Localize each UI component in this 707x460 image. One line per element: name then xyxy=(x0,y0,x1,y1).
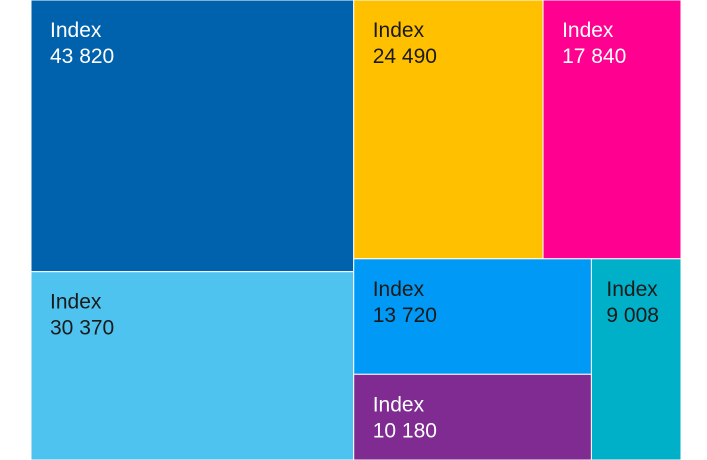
cell-label: Index xyxy=(373,19,425,42)
treemap-cell xyxy=(353,258,592,375)
treemap-cell xyxy=(30,271,355,460)
cell-label: Index xyxy=(50,19,102,42)
treemap-cell xyxy=(353,0,544,260)
cell-value-label: 43 820 xyxy=(50,45,114,68)
cell-label: Index xyxy=(606,278,658,301)
cell-value-label: 13 720 xyxy=(373,304,437,327)
cell-value-label: 30 370 xyxy=(50,317,114,340)
cell-label: Index xyxy=(373,393,425,416)
cell-label: Index xyxy=(50,291,102,314)
cell-value-label: 9 008 xyxy=(606,304,659,327)
treemap-cell xyxy=(542,0,682,260)
cell-value-label: 10 180 xyxy=(373,419,437,442)
cell-value-label: 24 490 xyxy=(373,45,437,68)
cell-label: Index xyxy=(562,19,614,42)
cell-value-label: 17 840 xyxy=(562,45,626,68)
treemap-cell xyxy=(30,0,355,273)
treemap-cell xyxy=(590,258,682,460)
treemap-cell xyxy=(353,373,592,460)
cell-label: Index xyxy=(373,278,425,301)
